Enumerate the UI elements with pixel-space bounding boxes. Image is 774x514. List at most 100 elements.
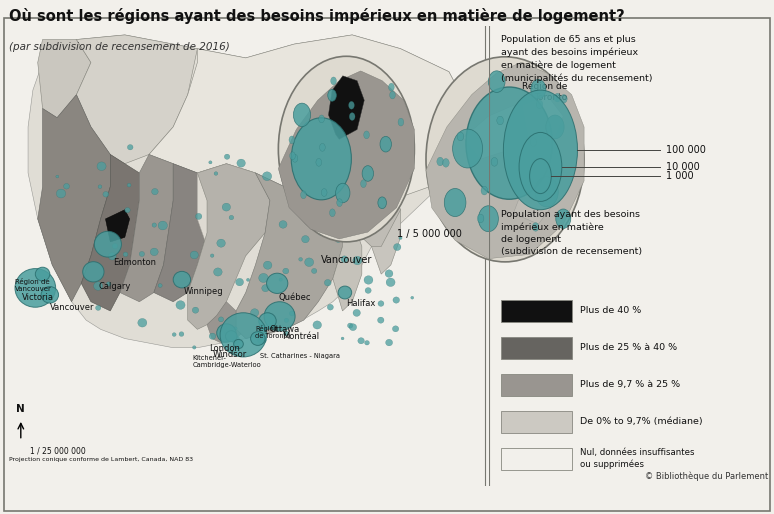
Circle shape <box>481 186 488 195</box>
Circle shape <box>57 189 66 198</box>
Bar <box>501 448 572 470</box>
Text: Plus de 25 % à 40 %: Plus de 25 % à 40 % <box>580 343 677 352</box>
Circle shape <box>246 279 249 281</box>
Circle shape <box>380 136 392 152</box>
Text: Région de
Vancouver: Région de Vancouver <box>15 278 52 292</box>
Circle shape <box>389 83 394 91</box>
Circle shape <box>529 159 551 194</box>
Circle shape <box>556 209 570 228</box>
Text: Plus de 9,7 % à 25 %: Plus de 9,7 % à 25 % <box>580 380 680 389</box>
Circle shape <box>349 324 357 331</box>
Circle shape <box>546 115 564 139</box>
Circle shape <box>319 115 324 123</box>
Circle shape <box>316 158 322 166</box>
Circle shape <box>222 203 231 211</box>
Circle shape <box>209 333 216 339</box>
Circle shape <box>305 258 313 267</box>
Text: 100 000: 100 000 <box>666 145 706 155</box>
Circle shape <box>158 221 167 230</box>
Polygon shape <box>197 163 270 265</box>
Circle shape <box>103 192 108 197</box>
Polygon shape <box>333 210 362 311</box>
Circle shape <box>192 307 199 313</box>
Circle shape <box>343 212 351 220</box>
Circle shape <box>304 210 308 214</box>
Text: Victoria: Victoria <box>22 292 54 302</box>
Circle shape <box>173 333 176 336</box>
Circle shape <box>386 278 395 286</box>
Circle shape <box>362 166 374 181</box>
Circle shape <box>224 331 229 335</box>
Circle shape <box>283 268 289 274</box>
Circle shape <box>289 311 295 316</box>
Text: Vancouver: Vancouver <box>320 254 372 265</box>
Text: © Bibliothèque du Parlement: © Bibliothèque du Parlement <box>645 472 769 481</box>
Circle shape <box>293 103 310 126</box>
Circle shape <box>349 113 355 120</box>
Polygon shape <box>372 200 401 274</box>
Circle shape <box>348 323 353 328</box>
Circle shape <box>457 132 464 141</box>
Circle shape <box>176 301 185 309</box>
Circle shape <box>289 152 296 160</box>
Circle shape <box>214 172 217 175</box>
Text: 10 000: 10 000 <box>666 162 700 172</box>
Circle shape <box>393 244 401 250</box>
Circle shape <box>313 321 321 329</box>
Circle shape <box>15 269 56 307</box>
Circle shape <box>97 162 106 171</box>
Circle shape <box>488 71 505 93</box>
Circle shape <box>503 90 577 210</box>
Circle shape <box>348 225 352 230</box>
Circle shape <box>63 183 70 189</box>
Text: 1 000: 1 000 <box>666 171 694 181</box>
Text: Halifax: Halifax <box>347 299 375 308</box>
Circle shape <box>94 231 122 257</box>
Circle shape <box>338 152 341 155</box>
Text: Projection conique conforme de Lambert, Canada, NAD 83: Projection conique conforme de Lambert, … <box>9 457 193 462</box>
Text: 1 / 25 000 000: 1 / 25 000 000 <box>30 447 86 455</box>
Circle shape <box>361 180 366 188</box>
Circle shape <box>321 189 327 196</box>
Circle shape <box>335 237 341 243</box>
Circle shape <box>385 339 392 346</box>
Polygon shape <box>352 173 401 247</box>
Circle shape <box>291 118 351 200</box>
Polygon shape <box>426 62 584 259</box>
Circle shape <box>336 143 341 148</box>
Circle shape <box>378 301 384 306</box>
Circle shape <box>393 297 399 303</box>
Circle shape <box>112 244 118 249</box>
Text: Ottawa: Ottawa <box>270 325 300 334</box>
Circle shape <box>229 215 234 220</box>
Circle shape <box>426 57 584 262</box>
Circle shape <box>337 197 341 201</box>
Circle shape <box>231 336 240 343</box>
Circle shape <box>251 309 259 317</box>
Circle shape <box>138 319 147 327</box>
Circle shape <box>466 87 553 199</box>
Circle shape <box>317 227 327 236</box>
Circle shape <box>292 154 298 162</box>
Circle shape <box>193 346 196 349</box>
Text: Kitchener-
Cambridge-Waterloo: Kitchener- Cambridge-Waterloo <box>193 355 262 368</box>
Circle shape <box>338 286 351 299</box>
Circle shape <box>478 214 484 223</box>
Polygon shape <box>522 95 563 149</box>
Circle shape <box>536 100 543 108</box>
Circle shape <box>234 339 243 348</box>
Text: Population ayant des besoins
impérieux en matière
de logement
(subdivision de re: Population ayant des besoins impérieux e… <box>501 210 642 256</box>
Circle shape <box>531 80 546 99</box>
Circle shape <box>324 280 331 286</box>
Circle shape <box>533 223 539 231</box>
Circle shape <box>299 258 303 261</box>
Circle shape <box>83 262 104 282</box>
Circle shape <box>453 129 482 168</box>
Polygon shape <box>28 35 468 347</box>
Circle shape <box>307 142 314 149</box>
Polygon shape <box>464 105 530 159</box>
Circle shape <box>554 94 561 102</box>
Circle shape <box>279 278 283 281</box>
Text: 1 / 5 000 000: 1 / 5 000 000 <box>397 229 462 239</box>
Circle shape <box>237 159 245 167</box>
